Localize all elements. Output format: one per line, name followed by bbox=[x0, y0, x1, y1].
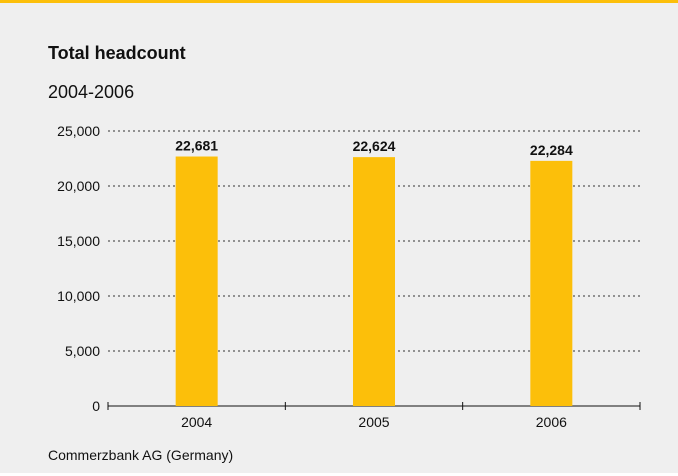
y-tick-label: 5,000 bbox=[65, 343, 100, 359]
chart-subtitle: 2004-2006 bbox=[48, 82, 135, 102]
bar-2005 bbox=[353, 157, 395, 406]
x-tick-label-2006: 2006 bbox=[536, 414, 567, 430]
data-label-2004: 22,681 bbox=[175, 138, 218, 154]
data-label-2005: 22,624 bbox=[353, 138, 396, 154]
bar-2006 bbox=[530, 160, 573, 406]
x-tick-label-2004: 2004 bbox=[181, 414, 212, 430]
source-note: Commerzbank AG (Germany) bbox=[48, 447, 234, 463]
chart-title: Total headcount bbox=[48, 43, 186, 63]
data-label-2006: 22,284 bbox=[530, 142, 573, 158]
bar-2004 bbox=[175, 156, 218, 406]
y-tick-label: 10,000 bbox=[57, 288, 100, 304]
x-tick-label-2005: 2005 bbox=[358, 414, 389, 430]
y-tick-label: 20,000 bbox=[57, 178, 100, 194]
y-tick-label: 0 bbox=[92, 398, 100, 414]
y-tick-label: 15,000 bbox=[57, 233, 100, 249]
y-tick-label: 25,000 bbox=[57, 123, 100, 139]
bar-chart: 0 5,000 10,000 15,000 20,000 25,000 22,681 2004… bbox=[57, 123, 641, 430]
